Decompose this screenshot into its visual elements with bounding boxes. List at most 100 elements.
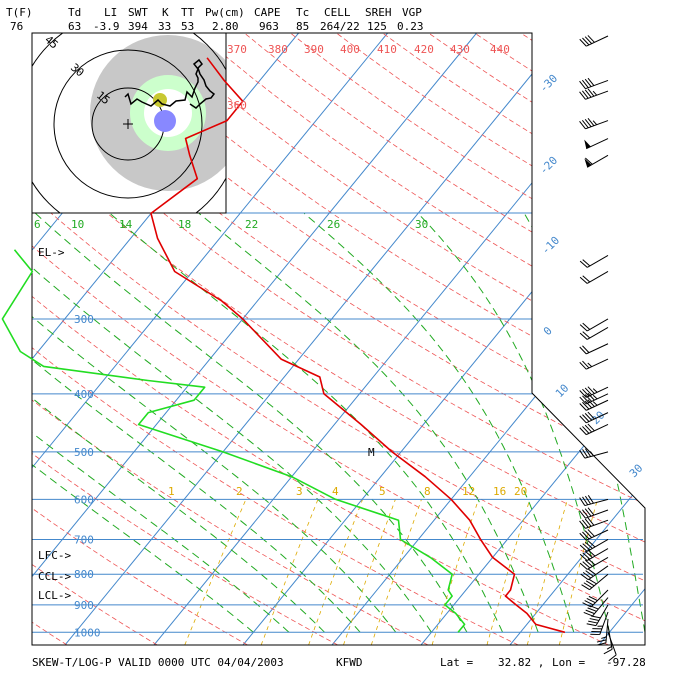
pressure-label: 900 — [74, 599, 94, 612]
wind-barb-full — [582, 345, 590, 353]
wind-barb-full — [579, 449, 586, 459]
isotherm-label: 30 — [627, 462, 646, 481]
mixing-ratio-line — [558, 499, 598, 645]
wind-barb-staff — [584, 451, 609, 459]
wind-barb-full — [587, 411, 595, 420]
wind-barb-full — [582, 531, 590, 540]
wind-barb-full — [584, 387, 593, 396]
wind-barb-full — [583, 582, 593, 589]
wind-barb-full — [587, 88, 595, 97]
wind-barb-full — [583, 611, 593, 617]
dry-adiabat — [197, 33, 645, 645]
wind-barb-staff — [595, 604, 609, 626]
wind-barb-staff — [592, 597, 609, 617]
hodograph-storm-motion — [154, 110, 176, 132]
header-label-k: K — [162, 6, 169, 19]
wind-barb-half — [592, 388, 598, 393]
wind-barbs — [579, 35, 617, 662]
wind-barb — [583, 597, 609, 617]
wind-barb-full — [579, 38, 587, 47]
wind-barb-full — [579, 497, 586, 506]
wind-barb-full — [579, 427, 587, 435]
theta-label: 380 — [268, 43, 288, 56]
hodograph-mean-wind — [153, 93, 167, 107]
header-value-li: -3.9 — [93, 20, 120, 33]
mixing-ratio-label: 8 — [424, 485, 431, 498]
wind-barb-staff — [586, 271, 609, 284]
wind-barb-full — [596, 639, 607, 643]
isotherm-label: -20 — [537, 154, 560, 177]
wind-barb — [579, 517, 609, 529]
wind-barb — [586, 604, 609, 627]
wind-barb-full — [585, 609, 595, 615]
wind-barb-full — [587, 507, 595, 516]
wind-barb-full — [579, 396, 587, 405]
wind-barb-flag — [584, 139, 591, 149]
mixing-ratio-line — [526, 499, 568, 645]
wind-barb-full — [582, 360, 590, 369]
wind-barb-full — [584, 394, 593, 402]
wind-barb — [579, 495, 609, 507]
wind-barb-staff — [586, 35, 609, 47]
wind-barb-full — [584, 118, 592, 128]
theta-label: 390 — [304, 43, 324, 56]
moist-adiabat-label: 18 — [178, 218, 191, 231]
wind-barb-half — [589, 451, 594, 457]
wind-barb-full — [585, 570, 594, 577]
level-marker: LFC-> — [38, 549, 71, 562]
dry-adiabat — [32, 33, 158, 645]
wind-barb-staff — [586, 327, 609, 340]
theta-label: 370 — [227, 43, 247, 56]
wind-barb-full — [587, 399, 595, 407]
dry-adiabat — [32, 33, 645, 645]
wind-barb — [590, 611, 609, 636]
header-value-vgp: 0.23 — [397, 20, 424, 33]
wind-barb-full — [584, 518, 592, 527]
wind-barb — [582, 589, 609, 608]
wind-barb — [579, 423, 609, 436]
pressure-label: 600 — [74, 493, 94, 506]
wind-barb-staff — [588, 565, 609, 581]
wind-barb-full — [591, 615, 601, 619]
wind-barb-full — [579, 276, 588, 284]
moist-adiabat — [303, 213, 575, 633]
mixing-ratio-line — [184, 499, 247, 645]
wind-barb-full — [579, 361, 587, 370]
header-value-cell: 264/22 — [320, 20, 360, 33]
wind-barb-full — [588, 578, 597, 585]
wind-barb — [579, 35, 609, 47]
wind-barb-full — [579, 544, 588, 552]
wind-barb-full — [579, 91, 586, 100]
pressure-label: 500 — [74, 446, 94, 459]
mixing-ratio-line — [486, 499, 531, 645]
dry-adiabat — [336, 33, 645, 645]
isotherm — [153, 33, 645, 645]
dry-adiabat — [32, 33, 645, 645]
wind-barb-half — [601, 636, 607, 639]
hodograph-frame — [31, 32, 227, 214]
pressure-label: 800 — [74, 568, 94, 581]
wind-barb-full — [582, 602, 592, 608]
wind-barb-full — [580, 573, 589, 581]
theta-label: 400 — [340, 43, 360, 56]
wind-barb-full — [581, 90, 589, 99]
header-value-td: 63 — [68, 20, 82, 33]
isotherm — [32, 33, 33, 645]
wind-barb-staff — [586, 548, 609, 562]
header-value-swt: 394 — [128, 20, 148, 33]
header-value-tt: 53 — [181, 20, 195, 33]
moist-adiabat-label: 22 — [245, 218, 258, 231]
isotherm-label: -10 — [539, 234, 562, 257]
isotherm — [420, 33, 645, 645]
wind-barb-full — [581, 509, 589, 518]
mixing-ratio-line — [343, 499, 396, 645]
wind-barb-full — [582, 37, 590, 46]
wind-barb-full — [584, 424, 593, 433]
mixing-ratio-label: 20 — [514, 485, 527, 498]
wind-barb-staff — [586, 138, 609, 150]
wind-barb-staff — [586, 539, 609, 552]
moist-adiabat — [611, 213, 645, 633]
wind-barb-full — [587, 607, 597, 612]
